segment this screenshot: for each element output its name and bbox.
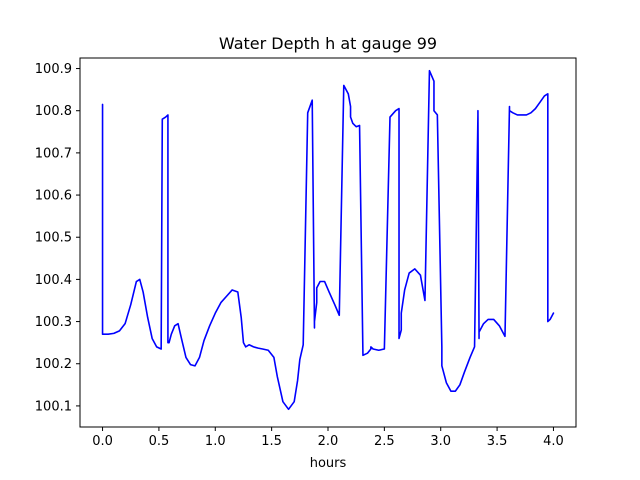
x-tick-label: 3.0 bbox=[430, 434, 451, 449]
y-axis: 100.1 100.2 100.3 100.4 100.5 100.6 100.7 100.8… bbox=[35, 62, 80, 414]
y-tick-label: 100.8 bbox=[35, 104, 72, 119]
y-tick-label: 100.4 bbox=[35, 273, 72, 288]
x-tick-label: 0.5 bbox=[149, 434, 170, 449]
x-tick-label: 3.5 bbox=[487, 434, 508, 449]
y-tick-label: 100.5 bbox=[35, 231, 72, 246]
x-tick-label: 4.0 bbox=[543, 434, 564, 449]
y-tick-label: 100.7 bbox=[35, 146, 72, 161]
y-tick-label: 100.9 bbox=[35, 62, 72, 77]
x-tick-label: 2.5 bbox=[374, 434, 395, 449]
x-axis: 0.0 0.5 1.0 1.5 2.0 2.5 3.0 3.5 4.0 bbox=[92, 427, 564, 449]
y-tick-label: 100.2 bbox=[35, 357, 72, 372]
y-tick-label: 100.3 bbox=[35, 315, 72, 330]
x-axis-label: hours bbox=[310, 456, 347, 471]
x-tick-label: 1.0 bbox=[205, 434, 226, 449]
chart-title: Water Depth h at gauge 99 bbox=[219, 34, 437, 53]
x-tick-label: 0.0 bbox=[92, 434, 113, 449]
y-tick-label: 100.6 bbox=[35, 189, 72, 204]
x-tick-label: 1.5 bbox=[261, 434, 282, 449]
x-tick-label: 2.0 bbox=[318, 434, 339, 449]
series-line-0 bbox=[101, 69, 555, 411]
y-tick-label: 100.1 bbox=[35, 399, 72, 414]
